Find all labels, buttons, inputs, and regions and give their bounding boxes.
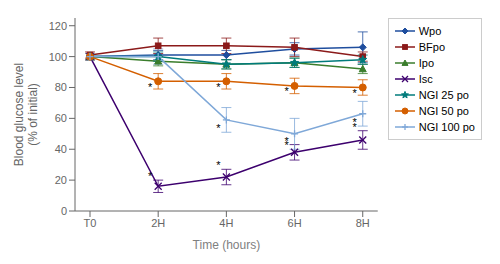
svg-text:*: *	[353, 87, 358, 99]
svg-text:*: *	[216, 81, 221, 93]
svg-text:T0: T0	[84, 217, 97, 229]
svg-text:120: 120	[49, 20, 67, 32]
svg-text:20: 20	[55, 174, 67, 186]
svg-text:80: 80	[55, 81, 67, 93]
svg-text:Time (hours): Time (hours)	[193, 238, 261, 252]
svg-text:0: 0	[61, 205, 67, 217]
svg-text:40: 40	[55, 143, 67, 155]
svg-text:*: *	[284, 139, 289, 151]
svg-text:60: 60	[55, 112, 67, 124]
svg-text:*: *	[216, 159, 221, 171]
html-text:Isc: Isc	[418, 73, 433, 85]
html-text:Ipo: Ipo	[418, 57, 434, 69]
svg-text:*: *	[148, 81, 153, 93]
svg-text:8H: 8H	[356, 217, 370, 229]
svg-text:*: *	[216, 122, 221, 134]
svg-text:*: *	[284, 85, 289, 97]
svg-text:Blood glucose level(% of initi: Blood glucose level(% of initial)	[12, 63, 40, 166]
html-text:Wpo: Wpo	[418, 25, 442, 37]
svg-text:6H: 6H	[288, 217, 302, 229]
svg-text:2H: 2H	[151, 217, 165, 229]
html-text:BFpo: BFpo	[418, 41, 445, 53]
svg-text:*: *	[353, 116, 358, 128]
svg-text:100: 100	[49, 51, 67, 63]
svg-text:*: *	[148, 170, 153, 182]
svg-text:4H: 4H	[219, 217, 233, 229]
html-text:NGI 100 po: NGI 100 po	[418, 121, 475, 133]
html-text:NGI 50 po: NGI 50 po	[418, 105, 469, 117]
html-text:NGI 25 po: NGI 25 po	[418, 89, 469, 101]
